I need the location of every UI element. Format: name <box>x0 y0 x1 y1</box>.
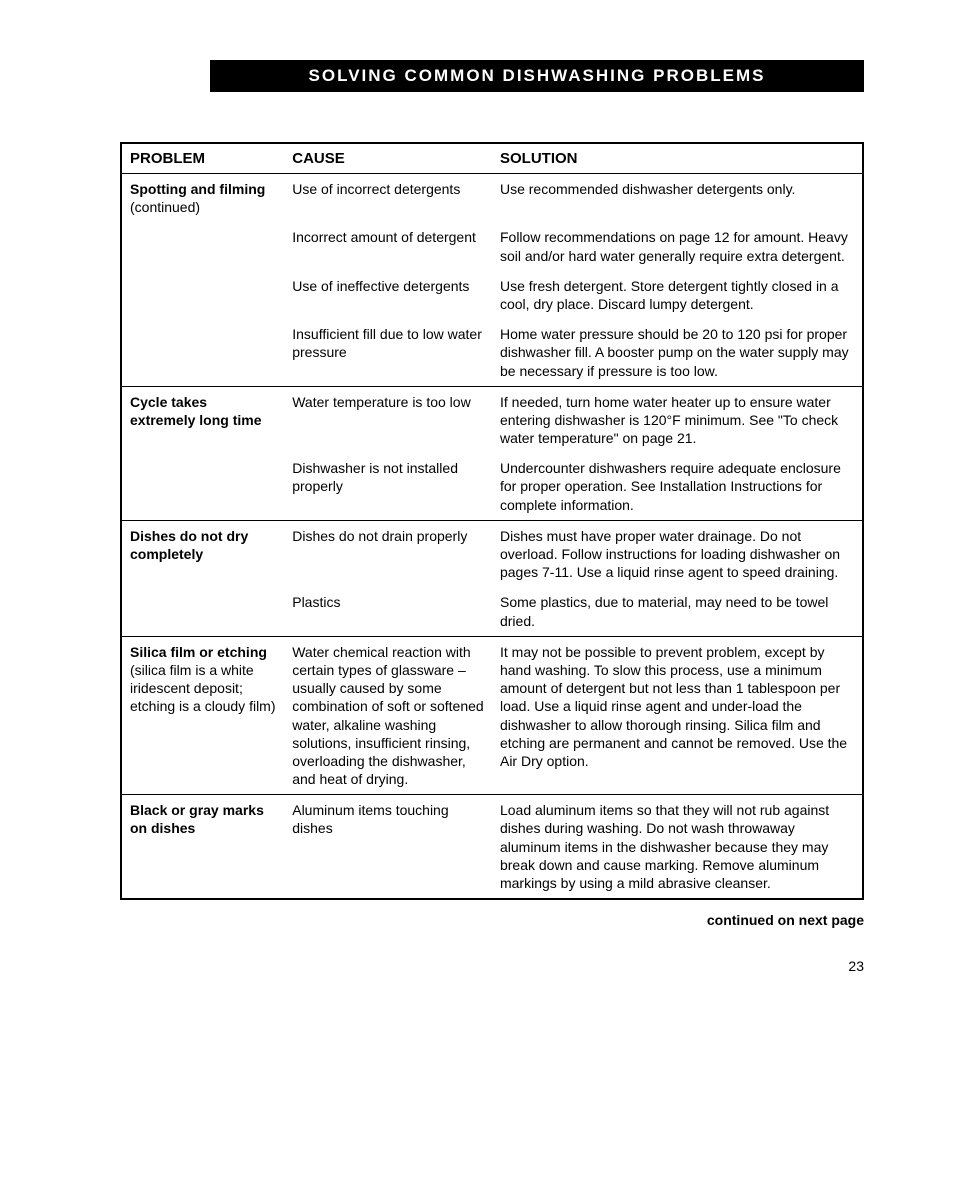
cell-cause: Water temperature is too low <box>284 386 492 453</box>
cell-solution: Follow recommendations on page 12 for am… <box>492 222 863 270</box>
cell-cause: Aluminum items touching dishes <box>284 795 492 899</box>
problem-title: Dishes do not dry completely <box>130 528 248 562</box>
cell-cause: Use of ineffective detergents <box>284 271 492 319</box>
cell-problem <box>121 319 284 386</box>
cell-cause: Water chemical reaction with certain typ… <box>284 636 492 795</box>
cell-cause: Plastics <box>284 587 492 636</box>
cell-problem <box>121 222 284 270</box>
troubleshooting-table: PROBLEM CAUSE SOLUTION Spotting and film… <box>120 142 864 900</box>
table-row: Use of ineffective detergentsUse fresh d… <box>121 271 863 319</box>
page-section-header: SOLVING COMMON DISHWASHING PROBLEMS <box>210 60 864 92</box>
cell-solution: Some plastics, due to material, may need… <box>492 587 863 636</box>
cell-solution: Use recommended dishwasher detergents on… <box>492 174 863 223</box>
problem-title: Cycle takes extremely long time <box>130 394 262 428</box>
cell-cause: Incorrect amount of detergent <box>284 222 492 270</box>
table-row: Incorrect amount of detergentFollow reco… <box>121 222 863 270</box>
cell-cause: Insufficient fill due to low water press… <box>284 319 492 386</box>
problem-title: Silica film or etching <box>130 644 267 660</box>
cell-solution: Undercounter dishwashers require adequat… <box>492 453 863 520</box>
cell-problem: Spotting and filming (continued) <box>121 174 284 223</box>
problem-subtitle: (continued) <box>130 199 200 215</box>
cell-problem: Silica film or etching (silica film is a … <box>121 636 284 795</box>
cell-problem: Black or gray marks on dishes <box>121 795 284 899</box>
cell-solution: Load aluminum items so that they will no… <box>492 795 863 899</box>
table-row: PlasticsSome plastics, due to material, … <box>121 587 863 636</box>
table-row: Black or gray marks on dishes Aluminum it… <box>121 795 863 899</box>
table-row: Insufficient fill due to low water press… <box>121 319 863 386</box>
table-header-row: PROBLEM CAUSE SOLUTION <box>121 143 863 174</box>
table-row: Cycle takes extremely long time Water tem… <box>121 386 863 453</box>
problem-title: Spotting and filming <box>130 181 265 197</box>
cell-cause: Dishwasher is not installed properly <box>284 453 492 520</box>
cell-problem: Dishes do not dry completely <box>121 520 284 587</box>
cell-solution: Use fresh detergent. Store detergent tig… <box>492 271 863 319</box>
table-row: Dishwasher is not installed properlyUnde… <box>121 453 863 520</box>
cell-solution: If needed, turn home water heater up to … <box>492 386 863 453</box>
problem-title: Black or gray marks on dishes <box>130 802 264 836</box>
col-header-problem: PROBLEM <box>121 143 284 174</box>
cell-problem <box>121 271 284 319</box>
cell-solution: Home water pressure should be 20 to 120 … <box>492 319 863 386</box>
table-row: Dishes do not dry completely Dishes do no… <box>121 520 863 587</box>
cell-cause: Dishes do not drain properly <box>284 520 492 587</box>
col-header-cause: CAUSE <box>284 143 492 174</box>
col-header-solution: SOLUTION <box>492 143 863 174</box>
cell-problem: Cycle takes extremely long time <box>121 386 284 453</box>
continued-note: continued on next page <box>120 912 864 928</box>
problem-subtitle: (silica film is a white iridescent depos… <box>130 662 276 714</box>
cell-solution: It may not be possible to prevent proble… <box>492 636 863 795</box>
cell-solution: Dishes must have proper water drainage. … <box>492 520 863 587</box>
cell-problem <box>121 587 284 636</box>
table-row: Silica film or etching (silica film is a … <box>121 636 863 795</box>
cell-cause: Use of incorrect detergents <box>284 174 492 223</box>
table-row: Spotting and filming (continued) Use of in… <box>121 174 863 223</box>
cell-problem <box>121 453 284 520</box>
page-number: 23 <box>120 958 864 974</box>
